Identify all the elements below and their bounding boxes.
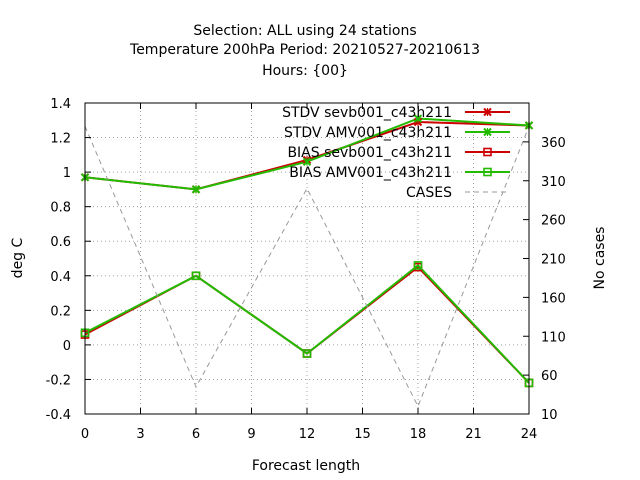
title-line-2: Temperature 200hPa Period: 20210527-2021…	[129, 42, 480, 58]
series-line-4	[84, 126, 530, 408]
title-line-3: Hours: {00}	[262, 63, 348, 79]
y2-tick-label: 60	[541, 369, 558, 384]
y2-tick-label: 110	[541, 330, 566, 345]
y-tick-label: 1.4	[50, 97, 71, 112]
data-point-3-1	[191, 271, 201, 281]
legend-marker-0	[483, 107, 492, 117]
data-point-3-3	[413, 261, 423, 270]
legend-marker-3	[483, 167, 492, 177]
x-tick-label: 24	[521, 427, 538, 442]
x-tick-label: 12	[299, 427, 316, 442]
y-tick-label: 1.2	[50, 132, 71, 147]
y2-tick-label: 10	[541, 408, 558, 423]
legend-label-2: BIAS sevb001_c43h211	[287, 145, 452, 161]
y-tick-label: 0.4	[50, 270, 71, 285]
chart-title: Selection: ALL using 24 stations Tempera…	[129, 23, 480, 79]
y2-axis-label: No cases	[592, 227, 608, 290]
legend-label-0: STDV sevb001_c43h211	[282, 105, 452, 121]
x-tick-label: 21	[465, 427, 482, 442]
data-point-1-2	[302, 157, 312, 166]
legend: STDV sevb001_c43h211 STDV AMV001_c43h211 B…	[282, 105, 510, 201]
legend-label-4: CASES	[406, 185, 452, 201]
y-tick-label: -0.4	[46, 408, 71, 423]
y-tick-label: 1	[63, 166, 71, 181]
y-tick-label: 0.6	[50, 235, 71, 250]
y2-tick-label: 310	[541, 175, 566, 190]
legend-label-1: STDV AMV001_c43h211	[284, 125, 452, 141]
x-tick-label: 15	[354, 427, 371, 442]
plot-frame	[84, 102, 530, 415]
legend-marker-2	[483, 147, 492, 157]
x-axis-label: Forecast length	[252, 458, 360, 474]
x-tick-label: 9	[247, 427, 255, 442]
y2-tick-label: 260	[541, 214, 566, 229]
x-tick-label: 18	[410, 427, 427, 442]
axes: 0 3 6 9 12 15 18 21 24 -0.4 -0.2 0 0.2 0.4 0.6 0.8 1 1.2 1…	[46, 97, 566, 442]
legend-label-3: BIAS AMV001_c43h211	[289, 165, 452, 181]
y2-tick-label: 360	[541, 136, 566, 151]
x-tick-label: 3	[136, 427, 144, 442]
y-tick-label: 0	[63, 339, 71, 354]
y-tick-label: 0.2	[50, 304, 71, 319]
series-markers	[80, 114, 534, 388]
legend-marker-1	[483, 127, 492, 137]
y2-tick-label: 210	[541, 253, 566, 268]
series-line-3	[84, 264, 530, 384]
data-point-1-1	[191, 185, 201, 194]
data-point-3-2	[302, 349, 312, 358]
y-axis-label: deg C	[10, 237, 26, 278]
title-line-1: Selection: ALL using 24 stations	[193, 23, 416, 39]
x-tick-label: 6	[192, 427, 200, 442]
y2-tick-label: 160	[541, 291, 566, 306]
y-tick-label: 0.8	[50, 201, 71, 216]
x-tick-label: 0	[81, 427, 89, 442]
series-line-2	[84, 265, 530, 384]
y-tick-label: -0.2	[46, 373, 71, 388]
data-point-1-3	[413, 114, 423, 123]
